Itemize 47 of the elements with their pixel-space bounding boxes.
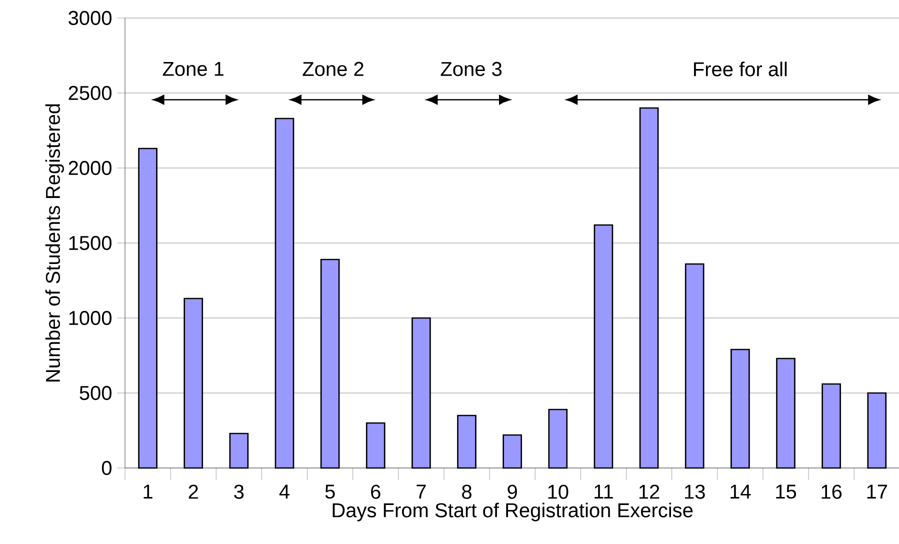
annotation: Zone 1: [162, 62, 224, 76]
y-tick-label: 500: [80, 386, 112, 400]
bar: [184, 298, 204, 469]
bar: [639, 107, 659, 469]
bar: [412, 317, 431, 469]
bar: [138, 148, 158, 469]
bar: [320, 258, 340, 469]
x-tick-label: 11: [594, 484, 613, 498]
bar: [548, 408, 568, 469]
x-tick-label: 6: [371, 484, 380, 499]
x-axis-title: Days From Start of Registration Exercise: [332, 502, 693, 522]
x-tick-label: 1: [144, 484, 152, 498]
bar: [776, 358, 796, 469]
x-tick-label: 12: [639, 484, 660, 499]
bar: [502, 434, 522, 469]
x-tick-label: 2: [188, 484, 198, 499]
y-axis-title: Number of Students Registered: [45, 104, 64, 382]
bar: [594, 224, 614, 469]
x-tick-label: 9: [508, 484, 517, 499]
x-tick-label: 14: [730, 484, 751, 498]
y-tick-label: 1500: [69, 236, 112, 250]
y-tick-label: 3000: [68, 10, 112, 26]
x-tick-label: 5: [325, 484, 335, 499]
x-tick-label: 13: [685, 484, 705, 499]
y-tick-label: 2500: [68, 86, 112, 100]
bar: [730, 348, 750, 469]
x-tick-label: 16: [822, 484, 842, 499]
x-tick-label: 7: [416, 484, 426, 498]
y-tick-label: 2000: [68, 160, 112, 176]
y-tick-label: 1000: [69, 310, 112, 326]
annotation: Free for all: [694, 62, 787, 76]
bar: [366, 422, 386, 469]
x-tick-label: 10: [548, 484, 568, 499]
bar: [684, 263, 704, 469]
bar: [822, 383, 841, 469]
annotation: Zone 3: [440, 62, 502, 76]
bar: [457, 414, 476, 469]
y-tick-label: 0: [102, 460, 112, 476]
annotation: Zone 2: [302, 62, 364, 76]
bar: [867, 392, 887, 469]
x-tick-label: 17: [867, 484, 888, 498]
bar: [274, 118, 294, 469]
x-tick-label: 15: [776, 484, 796, 499]
x-tick-label: 3: [234, 484, 244, 499]
x-tick-label: 8: [462, 484, 472, 499]
bar: [229, 432, 249, 469]
x-tick-label: 4: [279, 484, 290, 498]
